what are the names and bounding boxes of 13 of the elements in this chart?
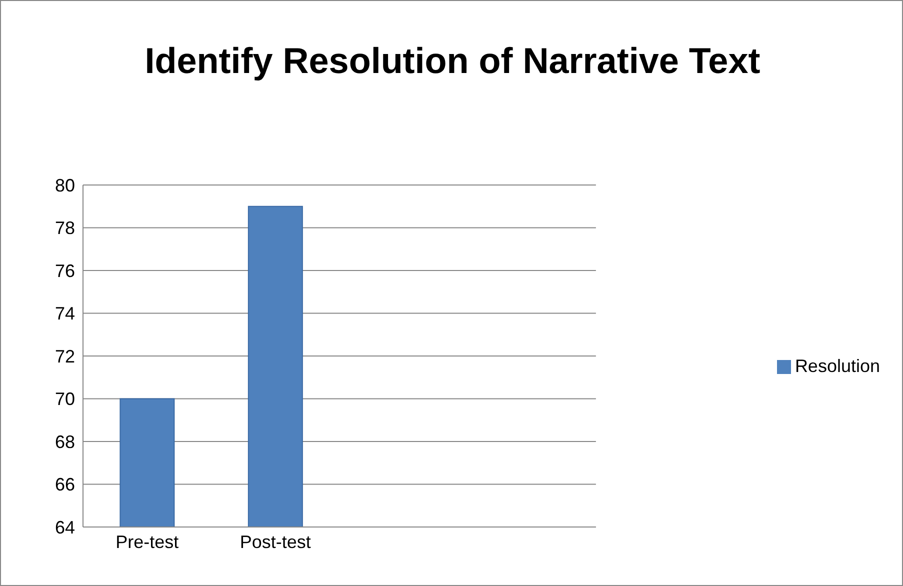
legend-label: Resolution — [794, 356, 880, 376]
y-tick-label: 80 — [54, 175, 75, 196]
y-tick-label: 68 — [54, 432, 75, 452]
y-tick-label: 78 — [54, 218, 75, 238]
chart-title: Identify Resolution of Narrative Text — [144, 39, 762, 83]
x-tick-label: Post-test — [240, 532, 311, 552]
y-tick-label: 76 — [54, 260, 75, 281]
x-tick-label: Pre-test — [116, 532, 179, 552]
y-tick-label: 64 — [54, 517, 75, 538]
y-tick-label: 70 — [54, 389, 75, 410]
y-tick-label: 66 — [54, 474, 75, 495]
y-tick-label: 72 — [54, 346, 75, 366]
y-tick-label: 74 — [54, 304, 75, 324]
